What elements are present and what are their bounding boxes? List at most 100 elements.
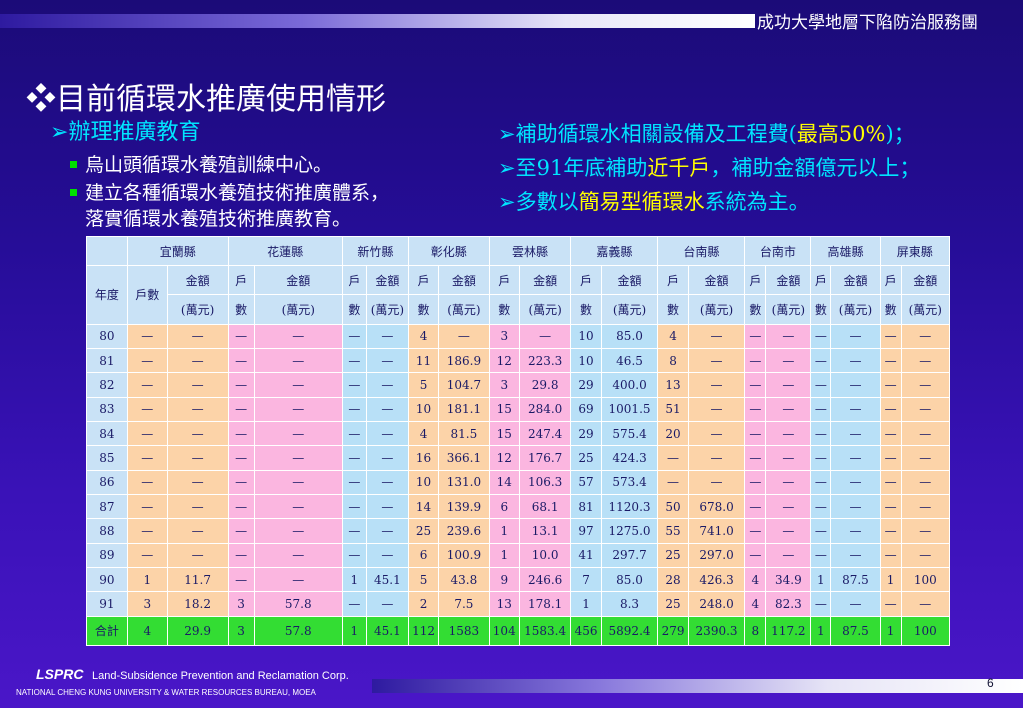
header-bar — [0, 14, 755, 28]
footer-bar — [372, 679, 1023, 693]
value-cell: 10 — [407, 469, 440, 496]
value-cell: — — [365, 347, 409, 374]
arrow-bullet-icon: ➢ — [498, 156, 516, 180]
county-header: 台南縣 — [657, 235, 746, 267]
value-cell: — — [900, 591, 951, 617]
value-cell: — — [365, 396, 409, 422]
year-cell: 90 — [86, 567, 128, 593]
total-cell: 117.2 — [765, 615, 812, 647]
county-header: 屏東縣 — [879, 235, 951, 267]
value-cell: — — [126, 323, 168, 349]
amount-header: 金額 — [253, 265, 343, 296]
value-cell: 139.9 — [438, 494, 490, 520]
year-cell: 84 — [86, 420, 128, 447]
value-cell: 20 — [657, 420, 689, 447]
value-cell: 181.1 — [438, 396, 490, 422]
value-cell: — — [810, 591, 832, 617]
value-cell: 14 — [488, 469, 520, 496]
value-cell: — — [341, 323, 367, 349]
value-cell: — — [879, 494, 902, 520]
value-cell: 10 — [407, 396, 440, 422]
table-row: 84— — — — — —4 81.5 15 247.4 29 575.4 20— — — — — — — — [86, 420, 951, 447]
value-cell: 12 — [488, 347, 520, 374]
value-cell: 85.0 — [600, 323, 659, 349]
value-cell: — — [830, 396, 881, 422]
value-cell: — — [518, 323, 572, 349]
square-bullet-icon — [70, 160, 77, 168]
value-cell: — — [830, 469, 881, 496]
year-cell: 89 — [86, 542, 128, 569]
value-cell: 8.3 — [600, 591, 659, 617]
value-cell: — — [687, 469, 746, 496]
amount-header: 金額 — [600, 265, 659, 296]
amount-header: 金額 — [830, 265, 881, 296]
households-header-bottom: 數 — [744, 294, 767, 325]
left-heading: ➢辦理推廣教育 — [50, 114, 200, 146]
total-cell: 104 — [488, 615, 520, 647]
value-cell: — — [227, 567, 255, 593]
value-cell: 366.1 — [438, 445, 490, 471]
value-cell: 25 — [407, 518, 440, 544]
value-cell: — — [253, 494, 343, 520]
households-header-top: 戶 — [744, 265, 767, 296]
value-cell: — — [365, 518, 409, 544]
value-cell: — — [341, 445, 367, 471]
value-cell: 10 — [570, 347, 602, 374]
value-cell: — — [687, 372, 746, 398]
square-bullet-icon — [70, 188, 77, 196]
value-cell: — — [341, 396, 367, 422]
value-cell: 43.8 — [438, 567, 490, 593]
value-cell: — — [744, 347, 767, 374]
households-header-bottom: 數 — [227, 294, 255, 325]
value-cell: — — [365, 372, 409, 398]
value-cell: 82.3 — [765, 591, 812, 617]
total-cell: 8 — [744, 615, 767, 647]
value-cell: 25 — [570, 445, 602, 471]
county-header: 花蓮縣 — [227, 235, 343, 267]
value-cell: — — [879, 396, 902, 422]
value-cell: — — [900, 469, 951, 496]
table-row: 83— — — — — —10 181.1 15 284.0 69 1001.5 51— — — — — — — — [86, 396, 951, 422]
value-cell: — — [227, 542, 255, 569]
value-cell: — — [166, 323, 229, 349]
value-cell: — — [810, 396, 832, 422]
value-cell: — — [365, 494, 409, 520]
bullet-2: 建立各種循環水養殖技術推廣體系， 落實循環水養殖技術推廣教育。 — [70, 180, 389, 232]
value-cell: 34.9 — [765, 567, 812, 593]
value-cell: — — [126, 445, 168, 471]
value-cell: 16 — [407, 445, 440, 471]
county-header: 嘉義縣 — [570, 235, 659, 267]
value-cell: 178.1 — [518, 591, 572, 617]
header-row-units: (萬元) 數 (萬元) 數 (萬元) 數 (萬元) 數 (萬元) 數 (萬元) 數 (萬元) 數 (萬元) 數… — [87, 294, 951, 325]
table-row: 82— — — — — —5 104.7 3 29.8 29 400.0 13— — — — — — — — [86, 372, 951, 398]
value-cell: 28 — [657, 567, 689, 593]
value-cell: — — [253, 542, 343, 569]
value-cell: 1001.5 — [600, 396, 659, 422]
value-cell: — — [253, 372, 343, 398]
total-cell: 87.5 — [830, 615, 881, 647]
table-row: 90 1 11.7— —1 45.1 5 43.8 9 246.6 7 85.0 28 426.3 4 34… — [86, 567, 951, 593]
households-header-bottom: 數 — [341, 294, 367, 325]
value-cell: 106.3 — [518, 469, 572, 496]
value-cell: — — [341, 591, 367, 617]
total-cell: 1583 — [438, 615, 490, 647]
value-cell: 13 — [657, 372, 689, 398]
value-cell: — — [166, 347, 229, 374]
footer-logo: LSPRC — [36, 666, 84, 682]
value-cell: — — [879, 347, 902, 374]
value-cell: 29 — [570, 420, 602, 447]
unit-header: (萬元) — [365, 294, 409, 325]
unit-header: (萬元) — [438, 294, 490, 325]
county-header: 高雄縣 — [810, 235, 881, 267]
value-cell: — — [830, 420, 881, 447]
slide-title-text: 目前循環水推廣使用情形 — [56, 82, 386, 117]
r2-post: ，補助金額億元以上； — [710, 156, 921, 180]
value-cell: 424.3 — [600, 445, 659, 471]
value-cell: — — [744, 494, 767, 520]
value-cell: — — [365, 469, 409, 496]
value-cell: 1 — [570, 591, 602, 617]
value-cell: — — [879, 469, 902, 496]
year-cell: 87 — [86, 494, 128, 520]
value-cell: — — [227, 323, 255, 349]
unit-header: (萬元) — [166, 294, 229, 325]
